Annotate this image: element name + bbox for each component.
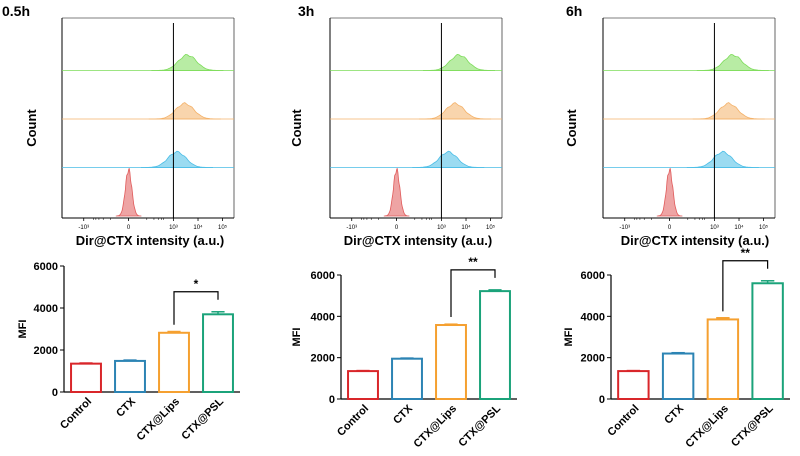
y-axis-label: MFI (563, 328, 575, 347)
significance-bracket (173, 291, 219, 325)
x-axis-label: Dir@CTX intensity (a.u.) (344, 233, 492, 248)
bar-ctx (114, 359, 146, 394)
x-tick-label: 10³ (710, 225, 719, 231)
category-label: CTX (662, 402, 687, 427)
x-tick-label: 10⁴ (461, 224, 471, 231)
histogram-control (383, 168, 410, 217)
x-axis-label: Dir@CTX intensity (a.u.) (621, 233, 769, 248)
bar-ctx-psl (202, 313, 234, 393)
histogram-ctx (686, 150, 759, 168)
category-label: CTX@PSL (456, 402, 503, 449)
x-tick-label: -10³ (78, 225, 89, 231)
x-tick-label: 10⁵ (486, 224, 496, 231)
histogram-panel-1: 0.5h -10³ 0 10³ 10⁴ 10⁵ Count Dir@CTX intensity… (2, 3, 235, 248)
y-tick-label: 6000 (34, 261, 58, 273)
bar-panel-2: 0 2000 4000 6000 MFI Control CTXCTX@LipsCTX@PS… (291, 255, 517, 450)
histogram-ctx-lips (148, 102, 221, 120)
time-label: 6h (566, 3, 582, 19)
y-tick-label: 2000 (34, 345, 58, 357)
histogram-ctx (412, 150, 485, 168)
y-axis-label: Count (24, 109, 39, 147)
bar-ctx-lips (158, 331, 190, 393)
histogram-ctx (141, 150, 213, 168)
x-tick-label: -10³ (346, 225, 357, 231)
bar-ctx-lips (435, 324, 467, 400)
histogram-ctx-lips (419, 102, 492, 120)
category-label: CTX@Lips (135, 396, 183, 444)
y-axis-label: MFI (17, 320, 29, 339)
bar-ctx-lips (706, 318, 740, 400)
histogram-control (115, 168, 142, 217)
bar-panel-3: 0 2000 4000 6000 MFI Control CTXCTX@LipsCTX@PS… (563, 246, 790, 450)
x-tick-label: 10³ (169, 225, 178, 231)
category-label: CTX (114, 395, 139, 420)
x-tick-label: 10⁴ (734, 224, 744, 231)
y-tick-label: 6000 (581, 270, 605, 282)
histogram-ctx-lips (692, 102, 765, 120)
histogram-panel-3: 6h -10³ 0 10³ 10⁴ 10⁵ Count Dir@CTX intensity (… (564, 3, 776, 248)
x-tick-label: 0 (127, 225, 131, 231)
category-label: CTX@Lips (683, 403, 731, 451)
histogram-panel-2: 3h -10³ 0 10³ 10⁴ 10⁵ Count Dir@CTX intensity (… (289, 3, 503, 248)
y-tick-label: 0 (329, 394, 335, 406)
y-tick-label: 2000 (311, 353, 335, 365)
time-label: 3h (298, 3, 314, 19)
y-tick-label: 4000 (311, 311, 335, 323)
y-tick-label: 6000 (311, 270, 335, 282)
significance-bracket (450, 269, 496, 318)
time-label: 0.5h (2, 3, 30, 19)
bar-ctx (391, 357, 423, 401)
x-tick-label: 10³ (437, 225, 446, 231)
histogram-ctx-psl (151, 53, 224, 71)
bar-ctx-psl (479, 290, 511, 400)
y-axis-label: Count (289, 109, 304, 147)
bar-ctx-psl (751, 282, 784, 400)
significance-label: ** (741, 246, 751, 260)
y-tick-label: 2000 (581, 353, 605, 365)
x-tick-label: -10³ (619, 225, 630, 231)
y-tick-label: 0 (599, 394, 605, 406)
y-tick-label: 0 (52, 387, 58, 399)
category-label: CTX@Lips (412, 403, 460, 451)
histogram-ctx-psl (696, 53, 769, 71)
x-tick-label: 0 (395, 225, 399, 231)
x-tick-label: 10⁵ (218, 224, 228, 231)
significance-label: ** (468, 255, 478, 269)
significance-bracket (722, 260, 769, 312)
category-label: CTX@PSL (179, 395, 226, 442)
y-axis-label: MFI (291, 328, 303, 347)
category-label: Control (605, 403, 641, 439)
bar-ctx (661, 352, 695, 400)
histogram-ctx-psl (423, 53, 495, 71)
bar-control (347, 370, 379, 401)
significance-label: * (194, 277, 199, 291)
bar-control (70, 362, 102, 393)
category-label: Control (58, 396, 94, 432)
x-tick-label: 10⁵ (759, 224, 769, 231)
x-tick-label: 10⁴ (193, 224, 203, 231)
y-axis-label: Count (564, 109, 579, 147)
y-tick-label: 4000 (581, 311, 605, 323)
category-label: Control (335, 403, 371, 439)
x-axis-label: Dir@CTX intensity (a.u.) (76, 233, 224, 248)
y-tick-label: 4000 (34, 303, 58, 315)
histogram-control (656, 168, 683, 217)
category-label: CTX@PSL (729, 402, 776, 449)
bar-control (617, 370, 650, 401)
x-tick-label: 0 (668, 225, 672, 231)
category-label: CTX (391, 402, 416, 427)
bar-panel-1: 0 2000 4000 6000 MFI Control CTXCTX@LipsCTX@PS… (17, 261, 240, 443)
